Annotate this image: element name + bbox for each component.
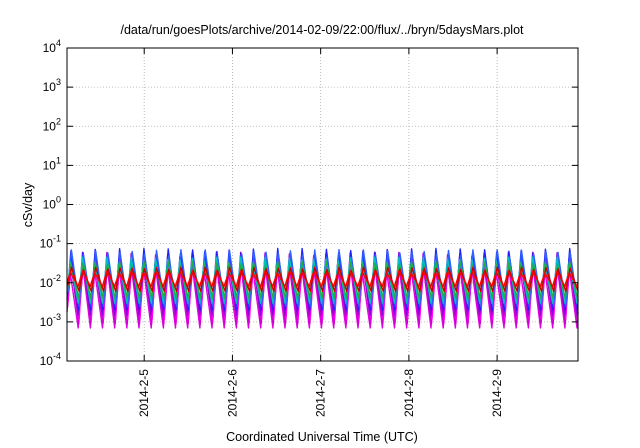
y-tick-exponent: 1 — [56, 155, 61, 165]
y-tick-base: 10 — [43, 158, 57, 172]
y-tick-base: 10 — [43, 41, 57, 55]
y-tick-exponent: -3 — [53, 312, 61, 322]
y-tick-label: 100 — [43, 195, 61, 212]
y-tick-label: 101 — [43, 155, 61, 172]
y-tick-label: 10-1 — [40, 234, 61, 251]
y-tick-label: 102 — [43, 116, 61, 133]
series-line — [67, 248, 579, 307]
x-tick-label: 2014-2-5 — [137, 369, 151, 417]
y-tick-exponent: 2 — [56, 116, 61, 126]
series-line — [67, 254, 579, 320]
x-axis-label: Coordinated Universal Time (UTC) — [226, 430, 418, 444]
chart-title: /data/run/goesPlots/archive/2014-02-09/2… — [120, 23, 524, 37]
y-tick-exponent: -2 — [53, 273, 61, 283]
x-tick-label: 2014-2-9 — [490, 369, 504, 417]
x-tick-label: 2014-2-6 — [225, 369, 239, 417]
y-tick-exponent: -1 — [53, 234, 61, 244]
y-tick-label: 10-2 — [40, 273, 61, 290]
y-tick-exponent: 3 — [56, 77, 61, 87]
y-tick-label: 10-4 — [40, 351, 61, 368]
x-tick-label: 2014-2-8 — [402, 369, 416, 417]
y-tick-base: 10 — [43, 198, 57, 212]
y-tick-label: 10-3 — [40, 312, 61, 329]
y-tick-label: 103 — [43, 77, 61, 94]
y-tick-base: 10 — [40, 354, 54, 368]
series-line — [67, 266, 579, 293]
y-tick-exponent: 4 — [56, 38, 61, 48]
y-tick-base: 10 — [43, 80, 57, 94]
x-tick-label: 2014-2-7 — [314, 369, 328, 417]
y-tick-exponent: -4 — [53, 351, 61, 361]
plot-frame — [66, 47, 579, 362]
y-tick-label: 104 — [43, 38, 61, 55]
y-tick-base: 10 — [40, 237, 54, 251]
y-tick-base: 10 — [40, 315, 54, 329]
series-lines — [66, 247, 579, 329]
y-tick-base: 10 — [40, 276, 54, 290]
series-line — [66, 270, 579, 288]
y-tick-exponent: 0 — [56, 195, 61, 205]
y-tick-base: 10 — [43, 119, 57, 133]
y-axis-label: cSv/day — [21, 182, 35, 227]
